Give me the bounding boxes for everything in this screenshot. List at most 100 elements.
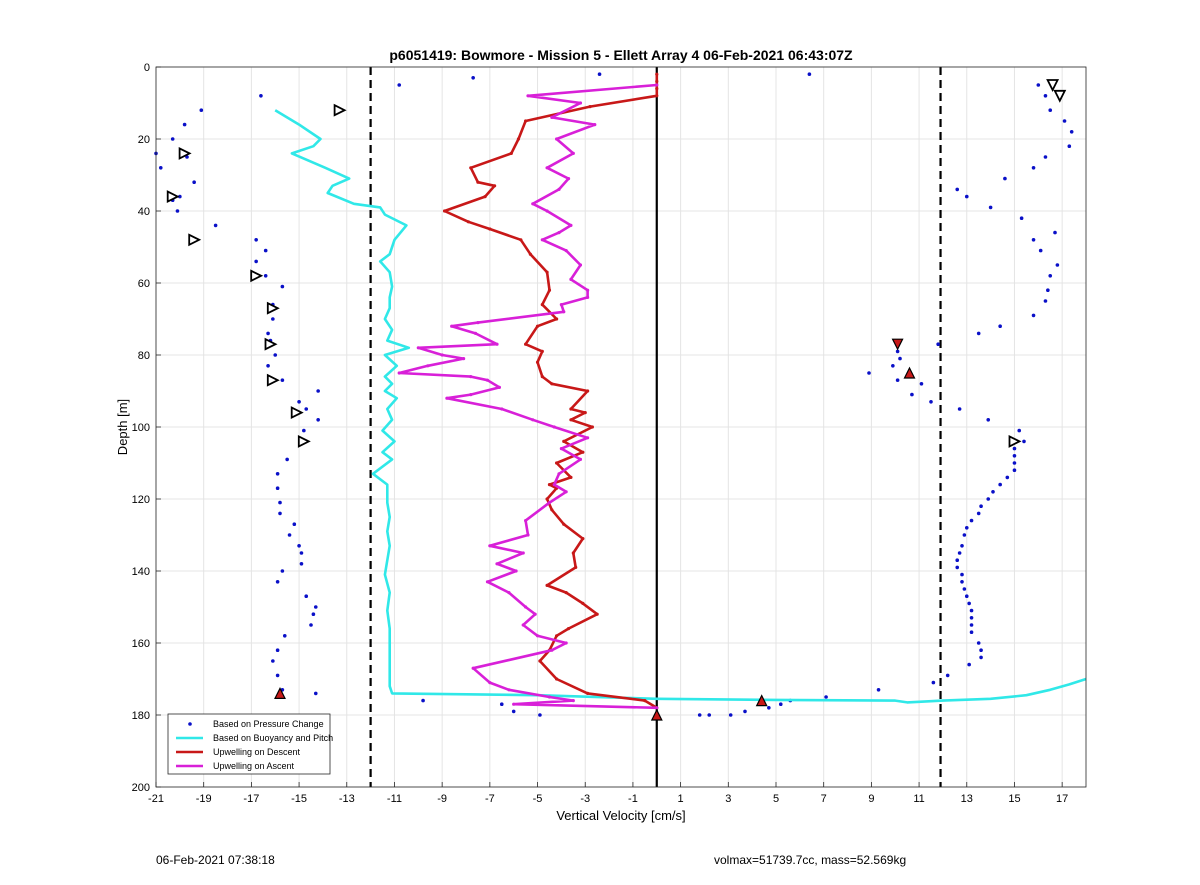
x-tick-label: 5 — [773, 793, 779, 805]
y-tick-label: 140 — [132, 566, 150, 578]
upwelling-on-ascent-point — [495, 562, 499, 566]
upwelling-on-ascent-point — [450, 324, 454, 328]
upwelling-on-descent-point — [524, 119, 528, 123]
upwelling-on-descent-point — [564, 591, 568, 595]
pressure-change-point — [182, 122, 187, 127]
y-tick-label: 160 — [132, 638, 150, 650]
based-on-buoyancy-and-pitch-line — [274, 109, 1087, 704]
pressure-change-point — [309, 623, 313, 627]
reference-lines — [369, 67, 942, 787]
upwelling-on-descent-point — [562, 522, 566, 526]
upwelling-on-ascent-point — [397, 371, 401, 375]
upwelling-on-descent-point — [469, 166, 473, 170]
upwelling-on-ascent-point — [578, 457, 583, 461]
pressure-change-point — [421, 698, 425, 703]
upwelling-on-descent-point — [569, 475, 573, 479]
pressure-change-point — [499, 702, 504, 706]
pressure-change-point — [1053, 230, 1057, 235]
upwelling-on-ascent-point — [488, 544, 492, 548]
pressure-change-point — [278, 500, 282, 505]
pressure-change-point — [969, 630, 974, 634]
upwelling-on-ascent-point — [559, 447, 563, 451]
pressure-change-point — [471, 76, 475, 80]
x-axis-label: Vertical Velocity [cm/s] — [556, 808, 685, 823]
upwelling-on-ascent-point — [497, 385, 501, 389]
upwelling-on-descent-point — [586, 691, 590, 696]
upwelling-on-ascent-point — [593, 123, 597, 127]
pressure-change-point — [266, 364, 270, 368]
red-triangle-marker — [274, 687, 286, 700]
pressure-change-point — [969, 608, 974, 613]
x-tick-label: -3 — [580, 793, 590, 805]
pressure-change-point — [511, 709, 516, 714]
pressure-change-point — [280, 569, 285, 573]
upwelling-on-ascent-point — [514, 569, 518, 573]
x-tick-label: 11 — [913, 793, 924, 805]
upwelling-on-descent-point — [643, 699, 647, 703]
upwelling-on-descent-point — [524, 342, 528, 346]
footer-timestamp: 06-Feb-2021 07:38:18 — [156, 853, 275, 867]
pressure-change-point — [313, 605, 318, 609]
pressure-change-point — [192, 180, 196, 184]
upwelling-on-ascent-point — [586, 436, 590, 440]
upwelling-on-ascent-point — [540, 238, 544, 242]
upwelling-on-ascent-point — [495, 342, 499, 346]
pressure-change-point — [957, 551, 962, 555]
upwelling-on-ascent-point — [557, 187, 561, 191]
x-tick-label: 7 — [821, 793, 827, 805]
data-markers — [166, 79, 1067, 721]
upwelling-on-ascent-point — [507, 688, 511, 692]
pressure-change-point — [275, 673, 280, 678]
y-tick-label: 120 — [132, 494, 150, 506]
upwelling-on-descent-point — [550, 508, 554, 512]
upwelling-on-descent-point — [545, 583, 549, 588]
pressure-change-point — [979, 655, 983, 660]
pressure-change-point — [275, 580, 280, 584]
upwelling-on-ascent-point — [462, 357, 466, 361]
pressure-change-point — [962, 587, 967, 591]
pressure-change-point — [1012, 446, 1017, 451]
pressure-change-point — [969, 518, 974, 523]
pressure-change-point — [767, 706, 771, 710]
pressure-change-point — [299, 551, 304, 555]
pressure-change-point — [158, 166, 163, 170]
pressure-change-point — [1062, 119, 1067, 123]
upwelling-on-ascent-point — [535, 634, 540, 638]
legend-label-buoyancy: Based on Buoyancy and Pitch — [213, 733, 333, 743]
upwelling-on-ascent-point — [531, 202, 535, 206]
pressure-change-point — [1017, 428, 1022, 433]
pressure-change-point — [297, 400, 301, 404]
upwelling-on-ascent-point — [569, 223, 573, 227]
pressure-change-point — [271, 659, 275, 663]
open-triangle-marker — [188, 233, 202, 247]
pressure-change-point — [1036, 83, 1041, 87]
pressure-change-point — [807, 72, 812, 76]
pressure-change-point — [931, 680, 936, 685]
legend: Based on Pressure Change Based on Buoyan… — [167, 713, 333, 775]
red-triangle-marker — [650, 708, 663, 721]
pressure-change-point — [1022, 439, 1026, 444]
upwelling-on-descent-point — [540, 375, 544, 379]
pressure-change-point — [397, 83, 402, 87]
pressure-change-point — [895, 378, 900, 383]
pressure-change-point — [945, 673, 950, 678]
open-triangle-marker — [250, 269, 264, 283]
pressure-change-point — [273, 353, 278, 357]
pressure-change-point — [955, 558, 960, 562]
pressure-change-point — [707, 713, 712, 717]
upwelling-on-descent-point — [562, 439, 566, 443]
data-series — [154, 72, 1087, 717]
y-tick-label: 0 — [144, 62, 150, 74]
legend-label-descent: Upwelling on Descent — [213, 747, 301, 757]
pressure-change-point — [316, 418, 320, 422]
pressure-change-point — [967, 662, 971, 667]
upwelling-on-ascent-point — [655, 706, 659, 710]
upwelling-on-ascent-point — [559, 303, 563, 307]
upwelling-on-ascent-point — [569, 277, 573, 281]
upwelling-on-descent-point — [547, 483, 552, 487]
pressure-change-point — [1031, 313, 1036, 318]
axis-ticks: -21 -19 -17 -15 -13 -11 -9 -7 -5 -3 -1 1 3 5 7 9 11 13 15 1… — [132, 62, 1069, 805]
y-tick-label: 80 — [138, 350, 150, 362]
upwelling-on-ascent-point — [531, 418, 535, 422]
pressure-change-point — [967, 601, 971, 606]
